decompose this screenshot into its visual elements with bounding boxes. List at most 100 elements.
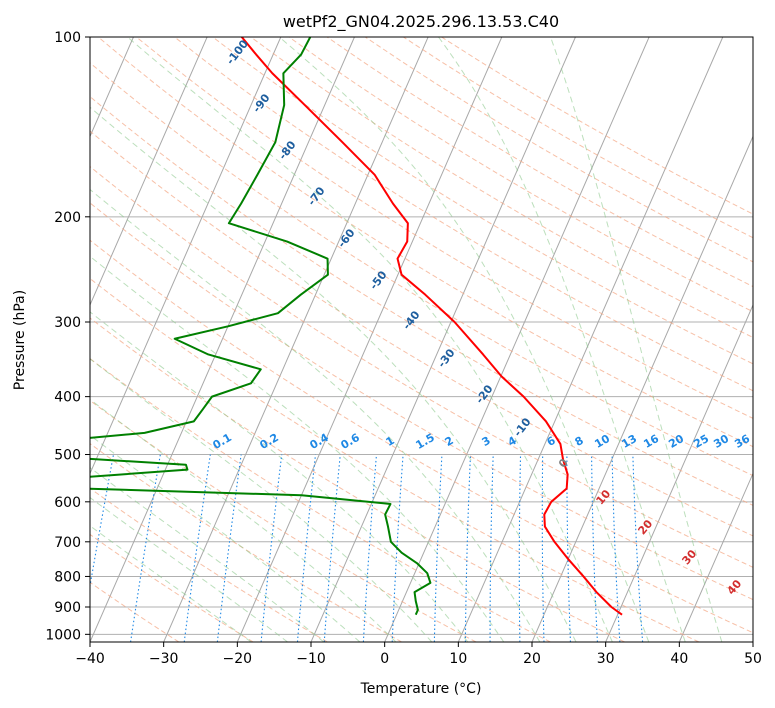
isotherm-line xyxy=(0,37,60,642)
dry-adiabat-line xyxy=(90,399,477,642)
temperature-point xyxy=(566,488,568,490)
dewpoint-point xyxy=(144,432,146,434)
dewpoint-point xyxy=(387,526,389,528)
isotherm-line xyxy=(384,37,650,642)
mixing-ratio-line xyxy=(566,454,571,642)
mixing-ratio-line xyxy=(433,454,443,642)
dry-adiabat-line xyxy=(90,443,402,642)
temperature-point xyxy=(482,354,484,356)
mixing-ratio-line xyxy=(541,454,545,642)
dewpoint-point xyxy=(300,54,302,56)
dewpoint-point xyxy=(283,72,285,74)
mixing-ratio-line xyxy=(518,454,522,642)
dewpoint-point xyxy=(415,614,417,616)
dry-adiabat-label: -50 xyxy=(367,268,390,292)
x-tick-label: 30 xyxy=(597,651,615,667)
y-axis-label: Pressure (hPa) xyxy=(12,290,28,390)
y-tick-label: 400 xyxy=(54,390,81,406)
dewpoint-point xyxy=(300,294,302,296)
plot-frame xyxy=(89,36,754,643)
dry-adiabat-label: -70 xyxy=(305,184,328,208)
isotherm-line xyxy=(310,37,576,642)
dewpoint-point xyxy=(43,443,45,445)
mixing-ratio-line xyxy=(323,454,341,642)
dewpoint-point xyxy=(257,174,259,176)
mixing-ratio-line xyxy=(632,454,644,642)
temperature-point xyxy=(554,541,556,543)
dry-adiabat-line xyxy=(90,165,753,568)
dewpoint-point xyxy=(83,488,85,490)
dry-adiabat-line xyxy=(90,487,328,642)
mixing-ratio-line xyxy=(183,454,211,642)
x-tick-label: −40 xyxy=(75,651,105,667)
dewpoint-point xyxy=(401,552,403,554)
temperature-point xyxy=(583,576,585,578)
moist-adiabat-line xyxy=(90,525,252,642)
dewpoint-point xyxy=(240,203,242,205)
isotherm-line xyxy=(752,640,753,642)
moist-adiabat-line xyxy=(90,255,505,642)
y-tick-label: 100 xyxy=(54,30,81,46)
x-tick-label: 10 xyxy=(449,651,467,667)
moist-adiabat-line xyxy=(278,37,650,642)
dewpoint-point xyxy=(228,222,230,224)
dewpoint-point xyxy=(416,562,418,564)
isotherm-line xyxy=(531,135,753,642)
dewpoint-point xyxy=(227,325,229,327)
dewpoint-point xyxy=(275,141,277,143)
temperature-point xyxy=(596,591,598,593)
temperature-point xyxy=(397,258,399,260)
temperature-point xyxy=(454,321,456,323)
temperature-point xyxy=(523,396,525,398)
moist-adiabat-line xyxy=(90,466,325,642)
x-tick-label: −30 xyxy=(149,651,179,667)
dry-adiabat-line xyxy=(90,277,700,642)
temperature-point xyxy=(568,559,570,561)
temperature-point xyxy=(611,606,613,608)
dewpoint-point xyxy=(277,312,279,314)
dry-adiabat-label: -80 xyxy=(276,138,299,162)
axes: −40 −30 −20 −10 0 10 20 30 40 50 100 200 300 400 500 60… xyxy=(45,30,762,667)
x-axis-label: Temperature (°C) xyxy=(360,681,482,697)
dry-adiabat-line xyxy=(364,37,753,263)
line-label-layer: -100-90-80-70-60-50-40-30-20-100.1 0.2 0.4… xyxy=(211,37,753,597)
chart-title: wetPf2_GN04.2025.296.13.53.C40 xyxy=(283,12,559,32)
dewpoint-point xyxy=(185,464,187,466)
temperature-point xyxy=(407,222,409,224)
dewpoint-profile-line xyxy=(90,37,432,616)
temperature-point xyxy=(401,274,403,276)
temperature-point xyxy=(342,141,344,143)
isotherm-line xyxy=(605,303,753,642)
mixing-ratio-line xyxy=(391,454,404,642)
dewpoint-point xyxy=(327,274,329,276)
temperature-point xyxy=(501,376,503,378)
dewpoint-point xyxy=(327,258,329,260)
mixing-ratio-line xyxy=(611,454,621,642)
dry-adiabat-line xyxy=(136,37,753,419)
temperature-point xyxy=(550,501,552,503)
y-tick-label: 1000 xyxy=(45,627,81,643)
y-tick-label: 500 xyxy=(54,448,81,464)
dewpoint-point xyxy=(286,241,288,243)
temperature-point xyxy=(374,174,376,176)
temperature-point xyxy=(560,443,562,445)
dewpoint-point xyxy=(430,582,432,584)
isotherm-line xyxy=(163,37,429,642)
mixing-ratio-line xyxy=(90,454,115,590)
dewpoint-point xyxy=(283,104,285,106)
dewpoint-point xyxy=(187,469,189,471)
temperature-point xyxy=(392,203,394,205)
profile-layer xyxy=(43,37,623,616)
temperature-profile-line xyxy=(240,37,623,616)
moist-adiabat-line xyxy=(90,496,288,642)
temperature-point xyxy=(543,514,545,516)
mixing-ratio-line xyxy=(464,454,472,642)
moist-adiabat-line xyxy=(550,37,723,642)
mixing-ratio-line xyxy=(296,454,317,642)
moist-adiabat-line xyxy=(90,188,541,642)
moist-adiabat-line xyxy=(90,311,469,642)
dewpoint-point xyxy=(250,383,252,385)
moist-adiabat-line xyxy=(90,434,361,642)
dry-adiabat-label: -90 xyxy=(250,91,273,115)
